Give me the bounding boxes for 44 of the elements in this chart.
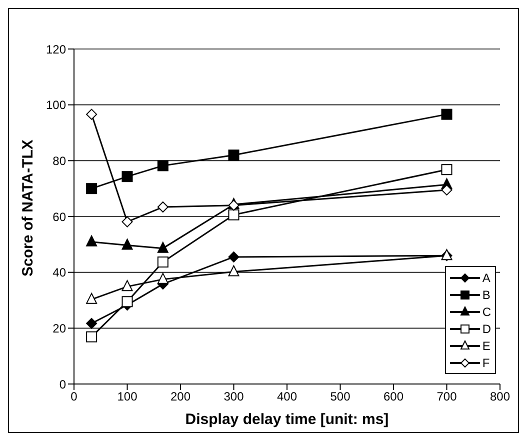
point	[157, 160, 168, 172]
legend-label: D	[482, 322, 491, 336]
x-tick-label: 500	[330, 390, 351, 404]
x-tick-label: 100	[117, 390, 138, 404]
legend-label: A	[482, 270, 490, 284]
point	[157, 256, 168, 268]
point	[86, 235, 98, 246]
point	[122, 238, 133, 250]
legend-label: F	[482, 356, 490, 370]
y-tick-label: 80	[52, 154, 66, 168]
point	[157, 202, 168, 213]
point	[228, 209, 240, 220]
x-tick-label: 200	[170, 390, 191, 404]
x-tick-label: 400	[276, 390, 298, 404]
point	[122, 296, 133, 308]
point	[157, 242, 168, 253]
point	[228, 265, 240, 276]
y-tick-label: 60	[52, 210, 66, 224]
point	[228, 150, 240, 161]
point	[441, 108, 452, 120]
x-tick-label: 0	[70, 390, 78, 404]
y-tick-label: 20	[52, 321, 66, 336]
legend-label: E	[482, 338, 490, 352]
point	[122, 280, 133, 292]
legend-label: C	[482, 304, 491, 318]
point	[157, 272, 168, 284]
y-axis-title: Score of NATA-TLX	[19, 140, 36, 276]
y-tick-label: 40	[52, 266, 66, 280]
point	[122, 216, 133, 228]
point	[441, 164, 452, 176]
x-tick-label: 300	[224, 390, 244, 404]
x-axis-title: Display delay time [unit: ms]	[185, 411, 389, 428]
x-tick-label: 800	[490, 390, 510, 404]
y-tick-label: 100	[46, 98, 66, 112]
point	[86, 318, 98, 329]
point	[228, 251, 240, 262]
point	[86, 331, 98, 342]
point	[86, 183, 98, 194]
y-tick-label: 0	[59, 377, 66, 392]
y-tick-label: 120	[46, 42, 66, 56]
point	[122, 171, 133, 182]
x-tick-label: 600	[383, 390, 404, 404]
x-tick-label: 700	[436, 390, 458, 404]
legend-label: B	[482, 288, 490, 302]
